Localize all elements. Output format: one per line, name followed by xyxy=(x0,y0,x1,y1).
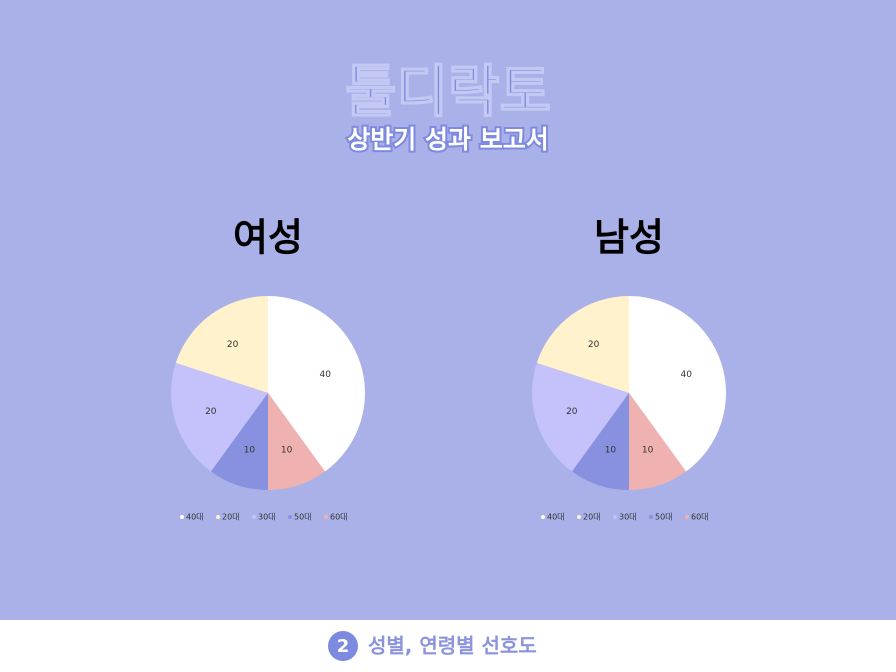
background xyxy=(0,0,896,620)
legend-label: 30대 xyxy=(619,513,637,522)
chart-title: 여성 xyxy=(233,216,303,260)
pie-slice xyxy=(268,393,326,490)
data-label: 40 xyxy=(680,370,692,380)
data-label: 20 xyxy=(566,407,578,417)
legend-marker xyxy=(288,515,292,519)
legend-label: 40대 xyxy=(186,513,204,522)
legend-marker xyxy=(541,515,545,519)
subtitle: 상반기 성과 보고서 xyxy=(347,125,548,154)
legend-label: 30대 xyxy=(258,513,276,522)
footer-number: 2 xyxy=(337,636,350,657)
legend-label: 50대 xyxy=(294,513,312,522)
pie-slice xyxy=(629,295,726,472)
legend-marker xyxy=(180,515,184,519)
data-label: 20 xyxy=(227,340,239,350)
pie-slice xyxy=(175,296,268,393)
legend-marker xyxy=(577,515,581,519)
pie-slice xyxy=(268,296,365,472)
legend-marker xyxy=(649,515,653,519)
legend-label: 20대 xyxy=(583,513,601,522)
data-label: 20 xyxy=(205,407,217,417)
legend-label: 40대 xyxy=(547,513,565,522)
footer-bar xyxy=(0,620,896,672)
pie-slice xyxy=(536,296,629,393)
legend-marker xyxy=(252,515,256,519)
footer-text: 성별, 연령별 선호도 xyxy=(368,634,537,658)
legend-label: 60대 xyxy=(691,513,709,522)
pie-slice xyxy=(629,393,687,490)
data-label: 20 xyxy=(588,340,600,350)
legend-marker xyxy=(324,515,328,519)
legend-label: 20대 xyxy=(222,513,240,522)
pie-slice xyxy=(171,363,268,472)
pie-slice xyxy=(531,363,629,472)
data-label: 40 xyxy=(319,370,331,380)
pie-slice xyxy=(571,393,629,490)
legend-marker xyxy=(613,515,617,519)
data-label: 10 xyxy=(244,446,256,456)
chart-title: 남성 xyxy=(594,216,664,260)
legend-label: 60대 xyxy=(330,513,348,522)
data-label: 10 xyxy=(605,446,617,456)
data-label: 10 xyxy=(281,446,293,456)
title: 툴디락토 xyxy=(345,60,551,125)
pie-slice xyxy=(210,393,268,490)
data-label: 10 xyxy=(642,446,654,456)
legend-marker xyxy=(216,515,220,519)
legend-marker xyxy=(685,515,689,519)
footer-badge xyxy=(328,631,358,661)
legend-label: 50대 xyxy=(655,513,673,522)
